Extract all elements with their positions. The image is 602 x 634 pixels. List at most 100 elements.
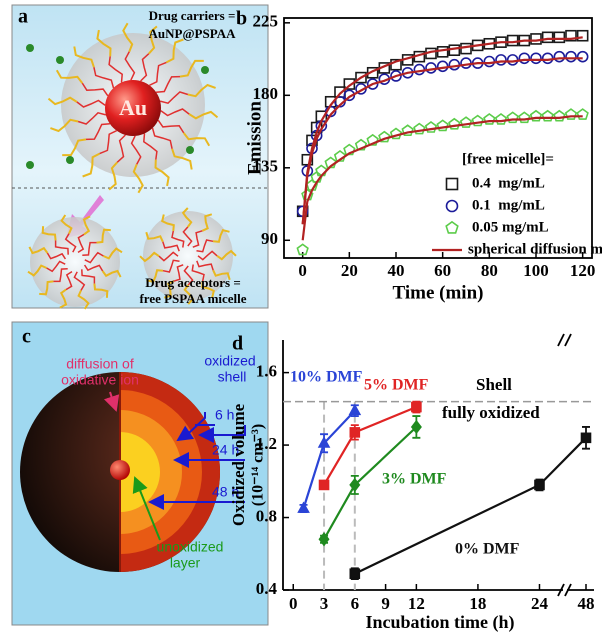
polymer-chain: [149, 61, 167, 86]
polymer-chain: [83, 264, 104, 272]
polymer-chain: [201, 213, 213, 232]
polymer-chain: [84, 251, 104, 264]
model-curve: [301, 115, 583, 241]
polymer-chain: [151, 127, 173, 149]
marker: [471, 114, 484, 127]
polymer-chain: [59, 288, 68, 309]
x-tick-label: 18: [469, 594, 486, 613]
polymer-chain: [161, 214, 175, 232]
marker: [317, 436, 331, 448]
marker: [366, 133, 379, 146]
x-tick-label: 120: [570, 261, 596, 280]
polymer-chain: [82, 241, 97, 256]
annotation: unoxidized: [157, 539, 224, 555]
polymer-chain: [53, 268, 68, 283]
y-tick-label: 180: [253, 84, 279, 103]
series-label: 0% DMF: [455, 541, 520, 558]
marker: [318, 532, 330, 547]
polymer-chain: [50, 118, 79, 133]
marker: [565, 29, 577, 42]
drug-molecule: [56, 56, 64, 64]
polymer-chain: [77, 289, 90, 310]
polymer-chain: [148, 25, 158, 55]
marker: [410, 419, 422, 435]
legend-label: 0.05 mg/mL: [472, 219, 549, 235]
core-label: Au: [119, 95, 147, 120]
x-tick-label: 40: [388, 261, 405, 280]
polymer-chain: [145, 231, 164, 243]
polymer-chain: [82, 152, 101, 178]
polymer-chain: [64, 233, 77, 253]
y-axis-label: Oxidized volume: [229, 403, 248, 526]
marker: [553, 50, 566, 63]
x-tick-label: 80: [481, 261, 498, 280]
marker: [530, 52, 542, 65]
drug-molecule: [66, 156, 74, 164]
polymer-chain: [96, 228, 111, 244]
polymer-chain: [93, 67, 115, 89]
polymer-chain: [165, 38, 184, 64]
marker: [445, 220, 459, 234]
polymer-chain: [39, 280, 54, 296]
axis-break: [557, 333, 565, 347]
marker: [348, 403, 362, 416]
polymer-chain: [191, 264, 205, 282]
polymer-chain: [162, 259, 180, 273]
polymer-chain: [197, 250, 218, 261]
marker: [436, 119, 449, 132]
x-tick-label: 20: [341, 261, 358, 280]
marker: [390, 70, 402, 82]
marker: [483, 55, 496, 68]
marker: [564, 108, 578, 120]
y-tick-label: 1.2: [256, 434, 277, 453]
polymer-chain: [171, 148, 193, 170]
marker: [576, 50, 589, 63]
core-ball: [110, 460, 130, 480]
polymer-chain: [93, 283, 109, 298]
polymer-chain: [41, 226, 57, 241]
polymer-chain: [182, 226, 193, 247]
polymer-chain: [54, 240, 69, 255]
chart-d: d 0.4 0.8 1.2 1.6 0 3 6 9 12 18 24 48 Oxidized volume…: [229, 333, 595, 634]
x-tick-label: 0: [289, 594, 298, 613]
polymer-chain: [132, 164, 144, 194]
annotation: 48 h: [212, 484, 239, 500]
marker: [366, 78, 379, 90]
polymer-chain: [162, 241, 180, 252]
y-axis-label: Emission: [244, 101, 265, 175]
marker: [506, 34, 519, 47]
polymer-chain: [101, 269, 122, 278]
polymer-chain: [183, 265, 194, 286]
y-tick-label: 225: [253, 12, 279, 31]
marker: [349, 427, 361, 438]
polymer-chain: [163, 280, 175, 299]
x-tick-label: 100: [523, 261, 549, 280]
panel-label: c: [22, 326, 31, 348]
polymer-chain: [216, 249, 237, 261]
marker: [448, 117, 461, 130]
marker: [541, 109, 554, 122]
marker: [495, 54, 507, 66]
x-tick-label: 12: [408, 594, 425, 613]
marker: [411, 401, 422, 413]
marker: [506, 111, 519, 124]
drug-molecule: [201, 66, 209, 74]
x-axis-label: Incubation time (h): [365, 612, 514, 633]
drug-molecule: [26, 161, 34, 169]
annotation: diffusion of: [66, 356, 134, 372]
model-curve: [301, 57, 583, 225]
polymer-chain: [157, 119, 185, 134]
panel-label: a: [18, 6, 28, 28]
marker: [445, 177, 459, 191]
x-tick-label: 6: [351, 594, 360, 613]
chart-b: b 90 135 180 225 0 20 40 60 80 100 120 Emission Time …: [236, 8, 602, 304]
panel-label: d: [232, 333, 243, 355]
series-label: 10% DMF: [290, 369, 363, 386]
plot-frame: [283, 17, 593, 259]
marker: [534, 479, 545, 491]
polymer-chain: [181, 207, 193, 228]
arrow: [198, 425, 246, 443]
gold-core: [105, 80, 161, 136]
x-tick-label: 48: [578, 594, 595, 613]
annotation: Shell: [476, 375, 512, 394]
